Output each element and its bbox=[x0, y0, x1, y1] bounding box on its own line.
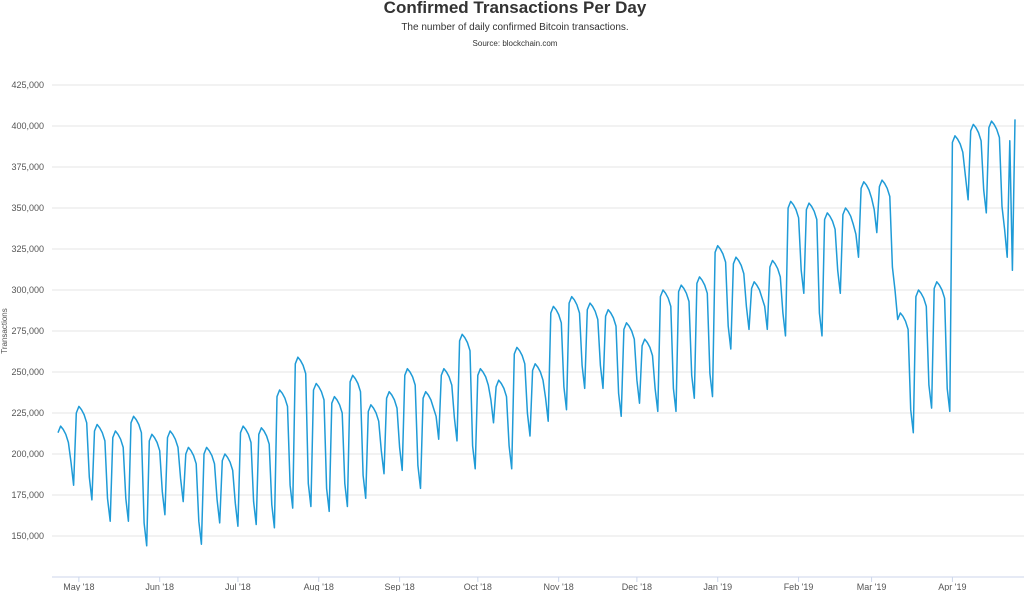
x-axis-ticks: May '18 Jun '18 Jul '18 Aug '18 Sep '18 Oct '… bbox=[63, 577, 967, 591]
chart-source: Source: blockchain.com bbox=[472, 39, 558, 48]
x-tick-label: Sep '18 bbox=[384, 582, 414, 591]
y-tick-label: 275,000 bbox=[11, 326, 44, 336]
y-tick-label: 150,000 bbox=[11, 531, 44, 541]
x-tick-label: Feb '19 bbox=[784, 582, 814, 591]
y-tick-label: 250,000 bbox=[11, 367, 44, 377]
series-line-transactions bbox=[57, 119, 1016, 547]
y-tick-label: 400,000 bbox=[11, 121, 44, 131]
x-tick-label: Jun '18 bbox=[145, 582, 174, 591]
y-tick-label: 425,000 bbox=[11, 80, 44, 90]
x-tick-label: Mar '19 bbox=[857, 582, 887, 591]
x-tick-label: Jul '18 bbox=[225, 582, 251, 591]
y-tick-label: 375,000 bbox=[11, 162, 44, 172]
chart-title: Confirmed Transactions Per Day bbox=[383, 0, 647, 17]
x-tick-label: Apr '19 bbox=[938, 582, 966, 591]
x-tick-label: May '18 bbox=[63, 582, 94, 591]
x-tick-label: Nov '18 bbox=[544, 582, 574, 591]
x-tick-label: Oct '18 bbox=[464, 582, 492, 591]
y-tick-label: 300,000 bbox=[11, 285, 44, 295]
y-tick-label: 225,000 bbox=[11, 408, 44, 418]
y-tick-label: 200,000 bbox=[11, 449, 44, 459]
x-tick-label: Jan '19 bbox=[703, 582, 732, 591]
y-tick-label: 175,000 bbox=[11, 490, 44, 500]
y-axis-label: Transactions bbox=[0, 308, 9, 354]
y-tick-label: 350,000 bbox=[11, 203, 44, 213]
x-tick-label: Aug '18 bbox=[304, 582, 334, 591]
y-tick-label: 325,000 bbox=[11, 244, 44, 254]
chart-subtitle: The number of daily confirmed Bitcoin tr… bbox=[401, 22, 629, 33]
y-axis-ticks: 150,000 175,000 200,000 225,000 250,000 275,0… bbox=[11, 80, 44, 541]
x-tick-label: Dec '18 bbox=[622, 582, 652, 591]
gridlines bbox=[52, 84, 1024, 537]
